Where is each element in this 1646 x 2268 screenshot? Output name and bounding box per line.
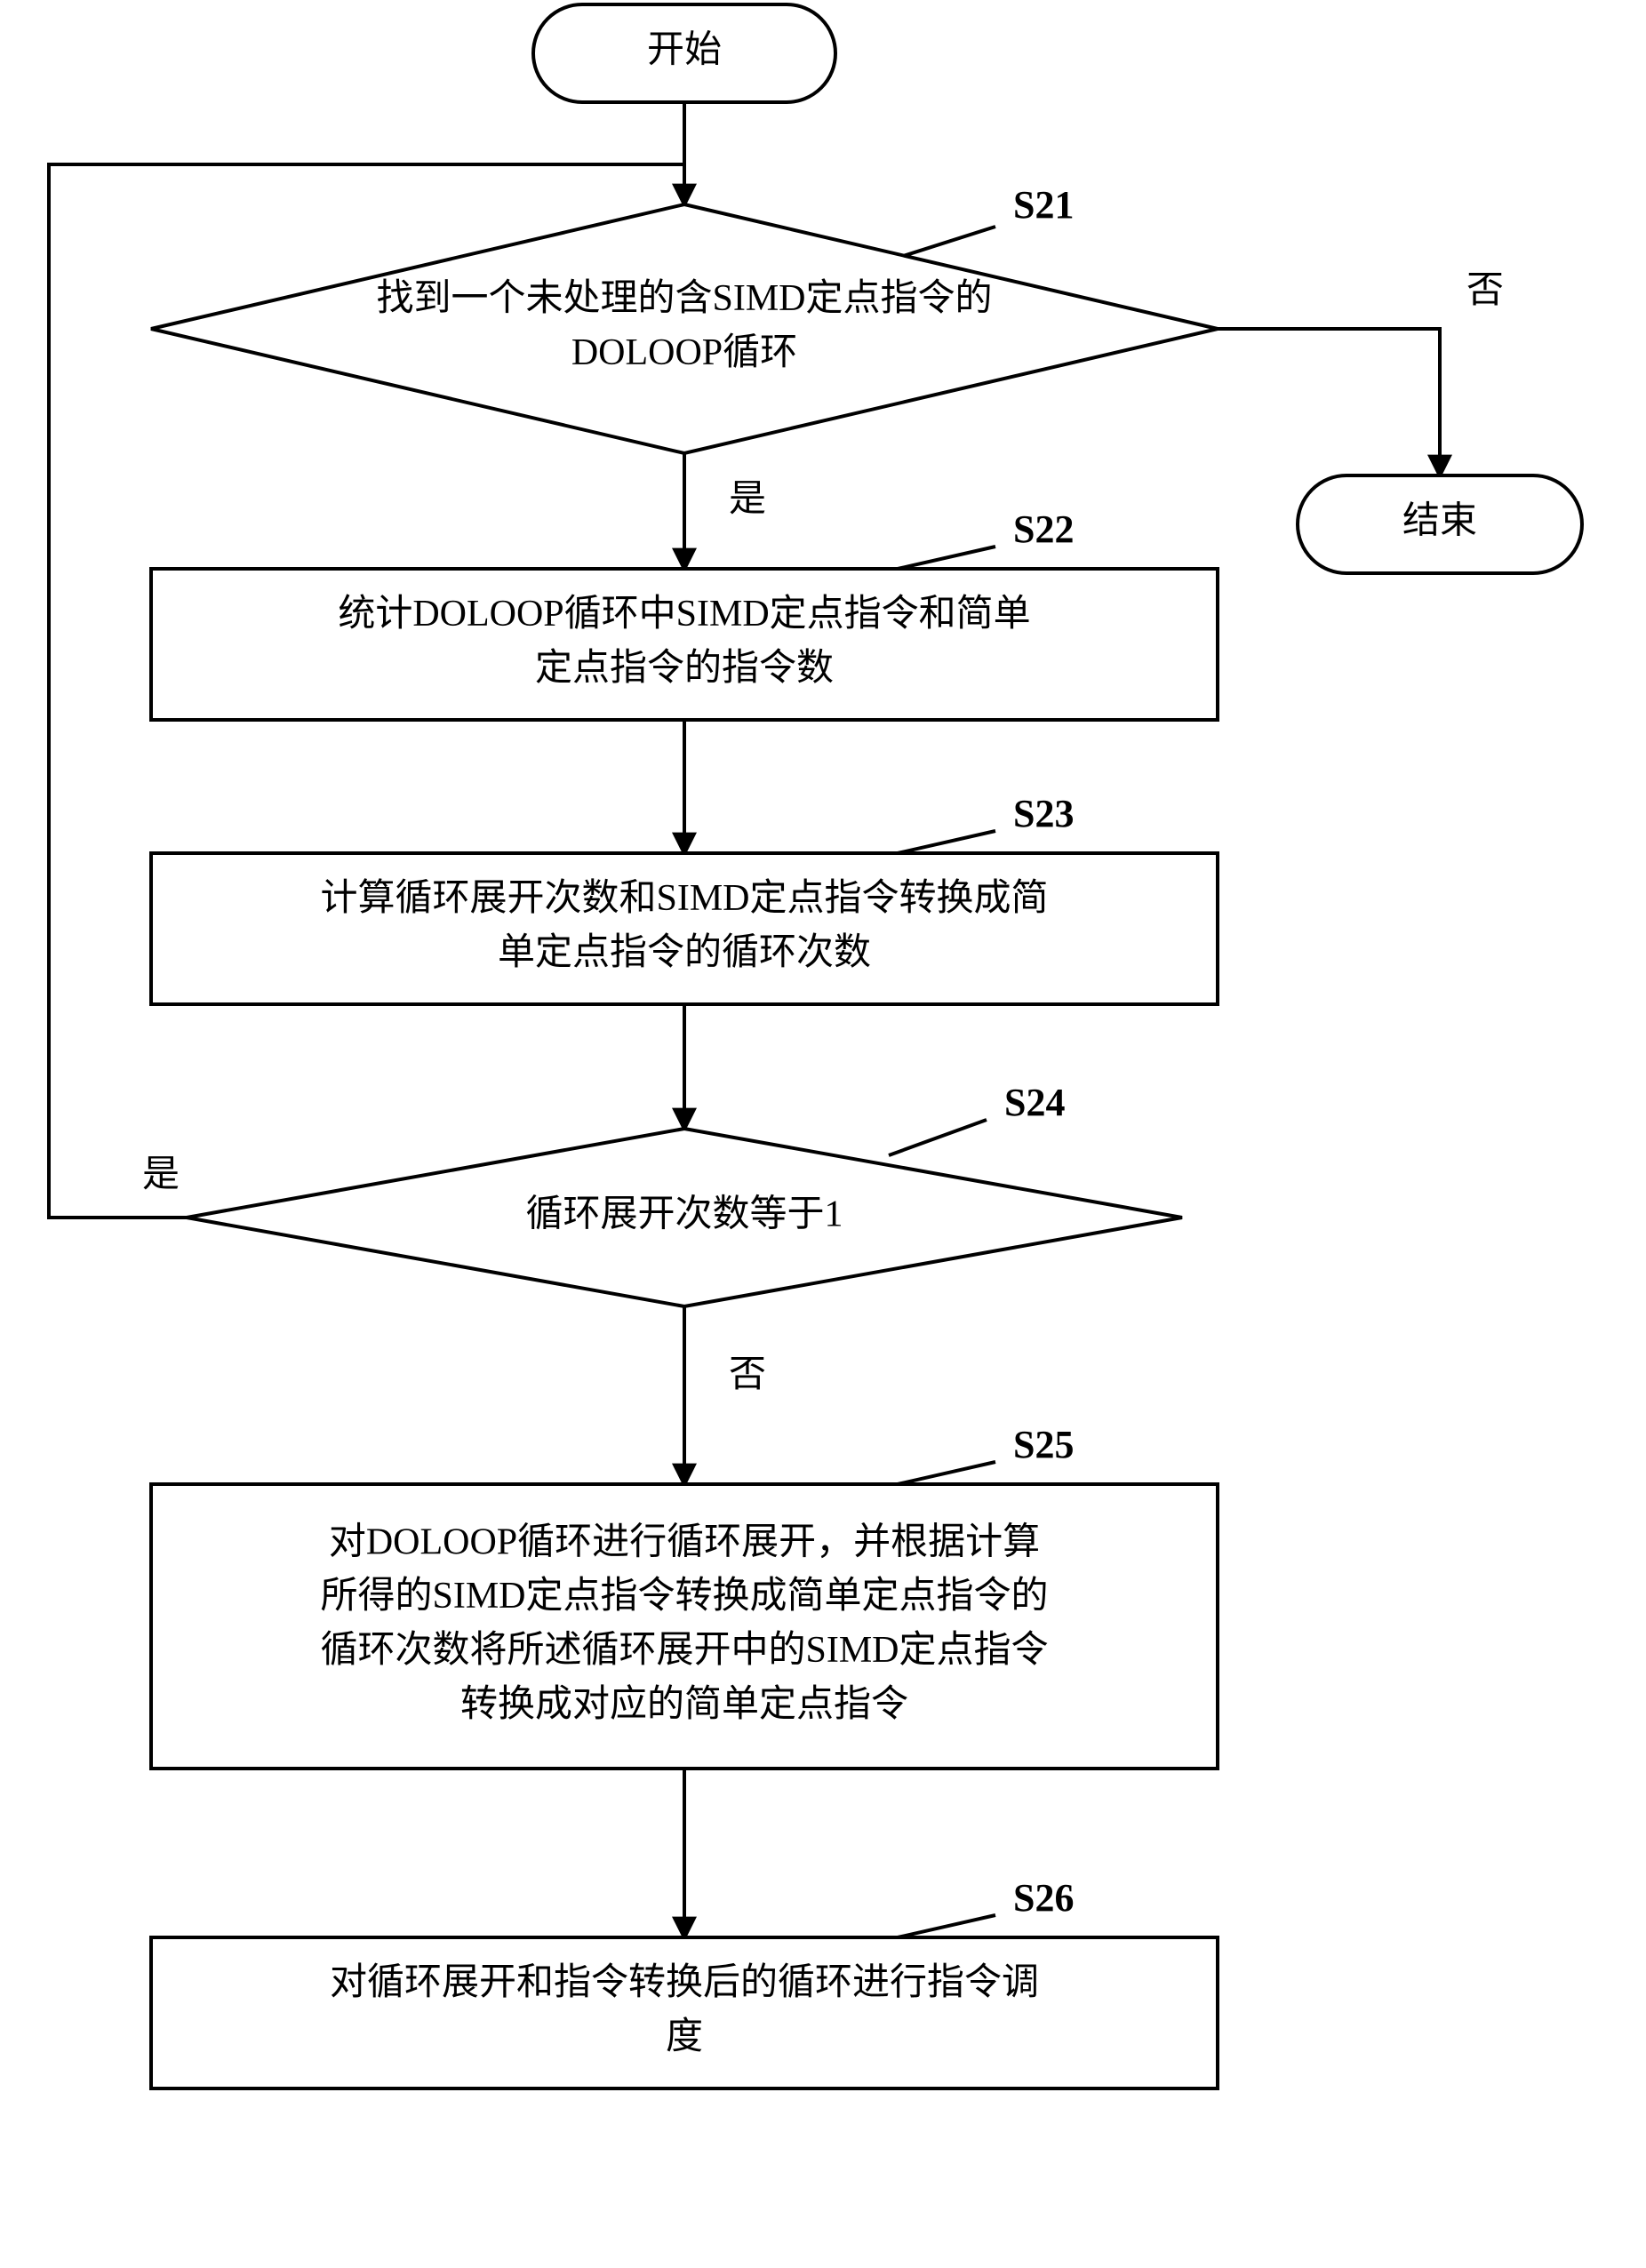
edge-label: 是 (142, 1154, 180, 1195)
edge-label: 否 (1466, 270, 1504, 311)
node-text: 计算循环展开次数和SIMD定点指令转换成简 (320, 877, 1048, 919)
step-label: S26 (1013, 1876, 1074, 1920)
node-text: DOLOOP循环 (571, 332, 797, 373)
node-text: 循环次数将所述循环展开中的SIMD定点指令 (320, 1629, 1048, 1671)
edge-label: 是 (729, 479, 766, 520)
node-text: 单定点指令的循环次数 (498, 931, 871, 973)
node-p1: 统计DOLOOP循环中SIMD定点指令和简单定点指令的指令数 (151, 569, 1218, 720)
node-text: 所得的SIMD定点指令转换成简单定点指令的 (320, 1575, 1048, 1617)
node-end: 结束 (1298, 475, 1582, 573)
node-text: 对循环展开和指令转换后的循环进行指令调 (330, 1962, 1039, 2003)
node-text: 结束 (1402, 501, 1477, 542)
step-label: S22 (1013, 507, 1074, 551)
node-p3: 对DOLOOP循环进行循环展开，并根据计算所得的SIMD定点指令转换成简单定点指… (151, 1484, 1218, 1769)
node-text: 度 (666, 2016, 703, 2057)
node-text: 统计DOLOOP循环中SIMD定点指令和简单 (338, 593, 1030, 635)
step-label: S21 (1013, 183, 1074, 227)
node-text: 定点指令的指令数 (535, 647, 834, 689)
node-text: 循环展开次数等于1 (525, 1194, 843, 1235)
node-p4: 对循环展开和指令转换后的循环进行指令调度 (151, 1937, 1218, 2088)
node-text: 转换成对应的简单定点指令 (460, 1683, 908, 1725)
node-text: 对DOLOOP循环进行循环展开，并根据计算 (329, 1521, 1040, 1562)
node-text: 找到一个未处理的含SIMD定点指令的 (376, 277, 992, 319)
node-text: 开始 (647, 30, 722, 71)
flowchart-diagram: 否是是否S21S22S23S24S25S26开始找到一个未处理的含SIMD定点指… (0, 0, 1646, 2268)
node-p2: 计算循环展开次数和SIMD定点指令转换成简单定点指令的循环次数 (151, 853, 1218, 1004)
step-label: S25 (1013, 1423, 1074, 1466)
step-label: S24 (1004, 1081, 1065, 1124)
step-label: S23 (1013, 792, 1074, 835)
node-start: 开始 (533, 4, 835, 102)
edge-label: 否 (729, 1354, 766, 1395)
